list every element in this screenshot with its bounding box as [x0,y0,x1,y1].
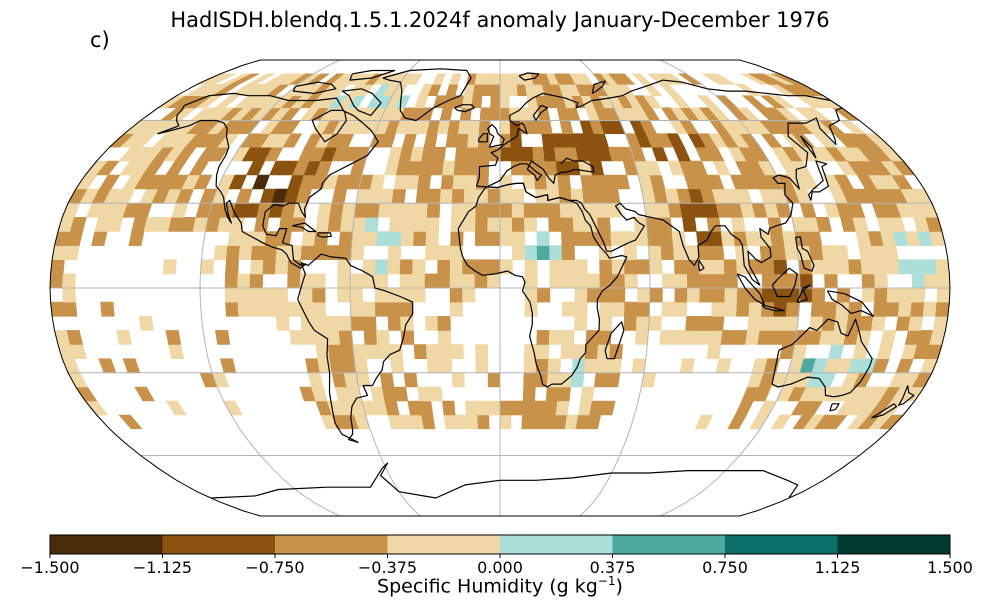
chart-title: HadISDH.blendq.1.5.1.2024f anomaly Janua… [170,8,830,32]
coastline [454,104,475,113]
coastline [796,284,811,303]
grid-cell [449,73,462,85]
grid-cell [694,414,714,430]
coastline [297,253,414,443]
colorbar-tick-label: −0.750 [245,558,305,577]
colorbar-tick-label: −0.375 [357,558,418,577]
colorbar-segment [612,535,725,554]
grid-cell [305,73,331,85]
coastline [795,236,815,272]
globe-outline [49,59,951,517]
coastline [291,222,317,233]
grid-cell [165,330,182,345]
grid-cell [66,330,83,345]
grid-cell [138,316,154,331]
coastline [698,259,705,272]
colorbar-segment [275,535,388,554]
coastline [317,232,332,238]
colorbar-segment [837,535,950,554]
graticule [50,60,950,516]
grid-cell [631,73,653,85]
coastline [349,69,396,81]
coastline [157,92,379,269]
grid-cell [100,301,115,317]
grid-cell [475,344,489,359]
grid-cell [162,259,177,275]
grid-cell [205,73,237,85]
colorbar-tick-label: 0.000 [477,558,523,577]
coastline [808,160,830,201]
colorbar-tick-label: 0.750 [702,558,748,577]
coastline [604,321,625,360]
grid-cell [247,73,276,85]
grid-cell [406,73,423,85]
coastline [518,72,540,81]
grid-cell [734,84,762,96]
coastline [478,133,489,143]
robinson-map [49,59,951,517]
grid-cell [165,400,187,416]
grid-cell [282,133,303,148]
colorbar-tick-label: −1.125 [132,558,193,577]
colorbar-tick-label: 1.500 [927,558,973,577]
grid-cell [230,73,260,85]
colorbar-segment [500,535,613,554]
coastline [488,157,595,187]
coastline [457,182,628,388]
coastline [475,79,843,286]
grid-cell [708,73,737,85]
coastline [771,267,798,298]
grid-cell [615,73,636,85]
coastline [898,385,915,406]
coastline [761,304,785,312]
grid-cell [833,245,849,260]
coastline [382,68,472,122]
coastline [771,318,873,398]
coastline [211,462,799,499]
coastline [826,290,874,317]
colorbar-segments [50,535,950,554]
grid-cell [134,386,155,402]
colorbar-segment [387,535,500,554]
grid-cell [696,95,720,109]
anomaly-grid-cells [50,73,950,430]
grid-cell [116,330,133,345]
grid-cell [428,386,443,402]
coastline [292,81,337,94]
colorbar-title: Specific Humidity (g kg−1) [377,574,623,598]
colorbar-tick-label: −1.500 [20,558,80,577]
grid-cell [600,400,616,416]
colorbar-segment [50,535,163,554]
coastline [341,88,382,116]
grid-cell [395,95,411,109]
coastline [591,80,606,94]
grid-cell [215,330,231,345]
coastline [871,403,898,419]
colorbar-segment [725,535,838,554]
coastline [487,123,505,148]
grid-cell [442,400,456,416]
grid-cell [450,344,464,359]
grid-cell [936,287,950,303]
grid-cell [768,95,796,109]
colorbar-tick-label: 0.375 [589,558,636,577]
grid-cell [193,174,213,190]
grid-cell [432,73,447,85]
colorbar-ticks [49,554,951,558]
grid-cell [574,259,588,275]
panel-label: c) [90,28,110,52]
coastline [532,104,549,121]
grid-cell [577,73,594,85]
coastline [800,135,817,159]
colorbar-segment [162,535,275,554]
coastline [829,403,840,412]
coastlines [157,68,915,499]
grid-cell [118,414,143,430]
colorbar-tick-label: 1.125 [814,558,861,577]
